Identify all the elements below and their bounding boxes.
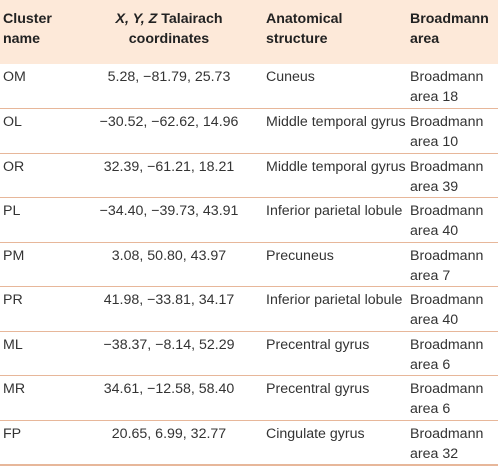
table-row: ML −38.37, −8.14, 52.29 Precentral gyrus… bbox=[0, 331, 498, 376]
cell-cluster: OM bbox=[3, 69, 26, 85]
top-rule bbox=[0, 0, 498, 2]
cell-area: Broadmann area 6 bbox=[410, 336, 484, 373]
cell-cluster: OR bbox=[3, 158, 25, 175]
cell-coordinates: −34.40, −39.73, 43.91 bbox=[99, 203, 239, 219]
cell-coordinates: −30.52, −62.62, 14.96 bbox=[99, 114, 239, 130]
table-row: PR 41.98, −33.81, 34.17 Inferior parieta… bbox=[0, 287, 498, 331]
header-coordinates-label: Talairach coordinates bbox=[128, 11, 223, 47]
cell-structure: Precentral gyrus bbox=[266, 381, 370, 397]
cell-coordinates: 3.08, 50.80, 43.97 bbox=[111, 247, 227, 264]
cell-area: Broadmann area 7 bbox=[410, 247, 484, 284]
cell-area: Broadmann area 32 bbox=[410, 425, 484, 462]
cell-cluster: FP bbox=[3, 425, 22, 442]
header-coordinates: X, Y, Z Talairach coordinates bbox=[76, 0, 262, 64]
cell-area: Broadmann area 40 bbox=[410, 203, 484, 239]
cell-cluster: PL bbox=[3, 203, 21, 219]
cell-coordinates: 41.98, −33.81, 34.17 bbox=[103, 292, 235, 308]
cell-structure: Precentral gyrus bbox=[266, 336, 370, 353]
header-anatomical-structure: Anatomical structure bbox=[266, 11, 343, 47]
cell-cluster: MR bbox=[3, 381, 26, 397]
cell-structure: Cuneus bbox=[266, 69, 315, 85]
cell-cluster: ML bbox=[3, 336, 23, 353]
cell-structure: Inferior parietal lobule bbox=[266, 203, 403, 219]
cell-structure: Cingulate gyrus bbox=[266, 425, 365, 442]
header-cluster-name: Cluster name bbox=[3, 11, 52, 47]
cell-cluster: PR bbox=[3, 292, 23, 308]
table-row: OR 32.39, −61.21, 18.21 Middle temporal … bbox=[0, 153, 498, 198]
cell-area: Broadmann area 10 bbox=[410, 114, 484, 150]
cell-coordinates: −38.37, −8.14, 52.29 bbox=[103, 336, 235, 353]
cell-structure: Middle temporal gyrus bbox=[266, 158, 406, 175]
cell-area: Broadmann area 18 bbox=[410, 69, 484, 105]
table-row: OL −30.52, −62.62, 14.96 Middle temporal… bbox=[0, 109, 498, 153]
cell-structure: Inferior parietal lobule bbox=[266, 292, 403, 308]
cell-coordinates: 20.65, 6.99, 32.77 bbox=[111, 425, 227, 442]
cell-area: Broadmann area 40 bbox=[410, 292, 484, 328]
cell-cluster: PM bbox=[3, 247, 25, 264]
cell-coordinates: 34.61, −12.58, 58.40 bbox=[103, 381, 235, 397]
table-row: PL −34.40, −39.73, 43.91 Inferior pariet… bbox=[0, 198, 498, 242]
table-row: OM 5.28, −81.79, 25.73 Cuneus Broadmann … bbox=[0, 64, 498, 109]
header-row: Cluster name X, Y, Z Talairach coordinat… bbox=[0, 0, 498, 64]
table-header: Cluster name X, Y, Z Talairach coordinat… bbox=[0, 0, 498, 64]
header-coordinates-axes: X, Y, Z bbox=[115, 11, 158, 27]
cell-structure: Precuneus bbox=[266, 247, 334, 264]
cell-structure: Middle temporal gyrus bbox=[266, 114, 406, 130]
table-body: OM 5.28, −81.79, 25.73 Cuneus Broadmann … bbox=[0, 64, 498, 465]
header-broadmann-area: Broadmann area bbox=[410, 11, 489, 47]
cell-area: Broadmann area 6 bbox=[410, 381, 484, 417]
table-row: FP 20.65, 6.99, 32.77 Cingulate gyrus Br… bbox=[0, 420, 498, 465]
table-row: MR 34.61, −12.58, 58.40 Precentral gyrus… bbox=[0, 376, 498, 420]
cell-coordinates: 5.28, −81.79, 25.73 bbox=[107, 69, 231, 85]
cell-area: Broadmann area 39 bbox=[410, 158, 484, 195]
table-row: PM 3.08, 50.80, 43.97 Precuneus Broadman… bbox=[0, 242, 498, 287]
cell-coordinates: 32.39, −61.21, 18.21 bbox=[103, 158, 235, 175]
cell-cluster: OL bbox=[3, 114, 22, 130]
